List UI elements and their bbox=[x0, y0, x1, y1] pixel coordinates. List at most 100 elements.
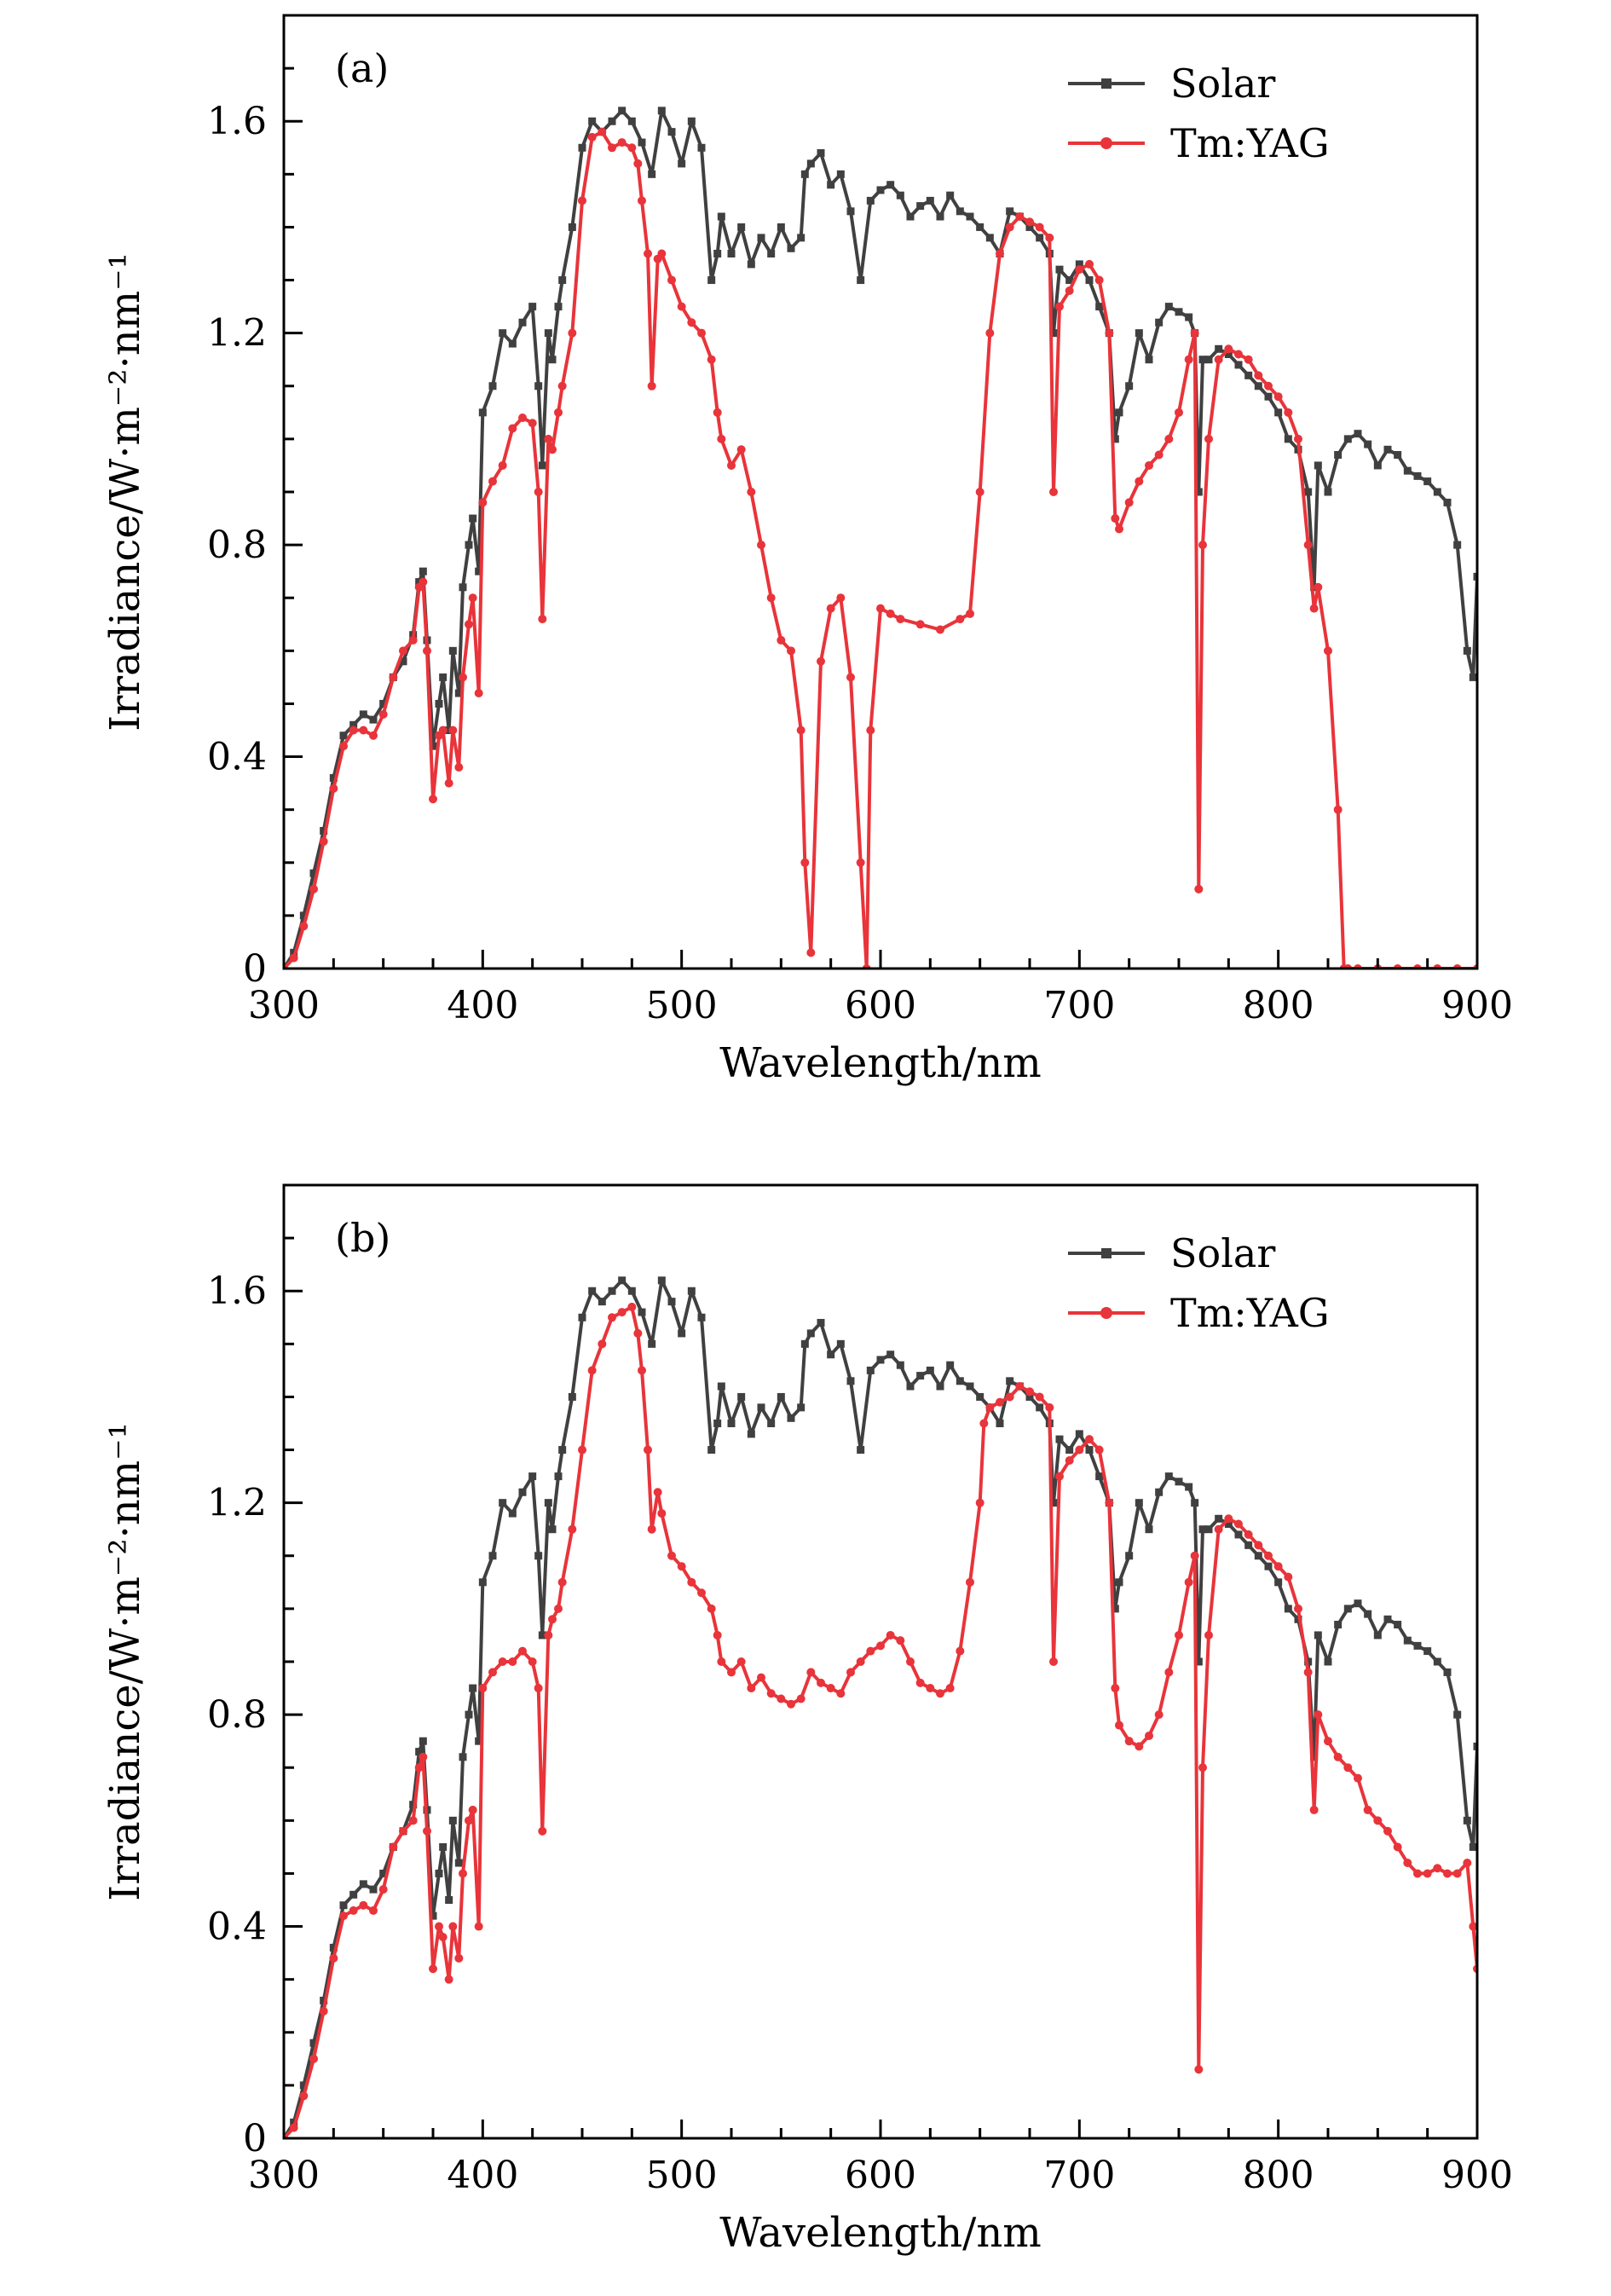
data-point bbox=[558, 276, 567, 285]
data-point bbox=[1190, 328, 1199, 338]
data-point bbox=[1215, 1514, 1223, 1523]
data-point bbox=[1469, 1842, 1477, 1851]
data-point bbox=[468, 1805, 477, 1814]
data-point bbox=[448, 1816, 457, 1825]
data-point bbox=[518, 1488, 527, 1496]
data-point bbox=[568, 1524, 577, 1534]
data-point bbox=[429, 1911, 437, 1920]
data-point bbox=[1274, 1578, 1283, 1587]
data-point bbox=[638, 138, 646, 147]
data-point bbox=[379, 699, 388, 708]
data-point bbox=[976, 1392, 984, 1401]
data-point bbox=[996, 1420, 1004, 1427]
data-point bbox=[399, 657, 407, 666]
data-point bbox=[1184, 355, 1193, 364]
series-line bbox=[284, 130, 1477, 969]
y-tick-label: 1.2 bbox=[207, 312, 267, 356]
data-point bbox=[886, 1630, 895, 1640]
data-point bbox=[578, 1313, 586, 1322]
data-point bbox=[1075, 1430, 1083, 1438]
data-point bbox=[896, 1361, 904, 1369]
data-point bbox=[846, 207, 855, 216]
data-point bbox=[1294, 434, 1302, 443]
data-point bbox=[1274, 408, 1283, 417]
data-point bbox=[1254, 382, 1262, 390]
y-tick-label: 0.4 bbox=[207, 1906, 267, 1949]
data-point bbox=[1364, 440, 1372, 448]
data-point bbox=[926, 196, 934, 205]
data-point bbox=[488, 1552, 497, 1560]
data-point bbox=[419, 567, 427, 575]
data-point bbox=[915, 620, 925, 629]
data-point bbox=[747, 488, 756, 496]
data-point bbox=[713, 1630, 722, 1640]
data-point bbox=[1055, 265, 1064, 274]
data-point bbox=[1215, 344, 1223, 353]
data-point bbox=[469, 514, 477, 523]
data-point bbox=[836, 1689, 846, 1698]
data-point bbox=[777, 1694, 786, 1703]
data-point bbox=[1354, 1599, 1362, 1608]
data-point bbox=[1284, 1605, 1292, 1613]
data-point bbox=[1055, 302, 1064, 311]
data-point bbox=[1324, 1737, 1332, 1746]
data-point bbox=[1284, 435, 1292, 443]
data-point bbox=[1198, 1525, 1207, 1534]
data-point bbox=[339, 732, 348, 740]
data-point bbox=[1191, 1499, 1199, 1507]
data-point bbox=[1273, 392, 1283, 402]
data-point bbox=[498, 460, 507, 470]
data-point bbox=[1244, 1541, 1253, 1549]
data-point bbox=[966, 1382, 974, 1391]
data-point bbox=[1105, 1498, 1114, 1507]
data-point bbox=[349, 726, 358, 735]
data-point bbox=[1284, 408, 1293, 417]
y-tick-label: 1.6 bbox=[207, 1269, 267, 1313]
data-point bbox=[657, 1276, 666, 1285]
data-point bbox=[1055, 1472, 1064, 1481]
data-point bbox=[1135, 329, 1143, 338]
data-point bbox=[836, 593, 846, 603]
data-point bbox=[767, 250, 776, 257]
data-point bbox=[1393, 1842, 1402, 1852]
data-point bbox=[339, 1911, 348, 1921]
data-point bbox=[1124, 498, 1134, 507]
data-point bbox=[478, 1684, 488, 1693]
data-point bbox=[528, 1657, 537, 1666]
data-point bbox=[1453, 1710, 1462, 1719]
series-line bbox=[284, 1304, 1477, 2138]
legend: Solar Tm:YAG bbox=[1068, 1230, 1330, 1336]
data-point bbox=[608, 143, 616, 153]
data-point bbox=[554, 1472, 563, 1481]
data-point bbox=[737, 1392, 746, 1401]
data-point bbox=[1314, 1710, 1323, 1720]
data-point bbox=[1383, 445, 1392, 454]
data-point bbox=[806, 159, 815, 168]
data-point bbox=[856, 1657, 865, 1666]
data-point bbox=[638, 196, 646, 205]
data-point bbox=[985, 234, 994, 242]
data-point bbox=[534, 1552, 543, 1560]
data-point bbox=[1025, 1392, 1034, 1401]
data-point bbox=[713, 1420, 722, 1427]
data-point bbox=[627, 143, 637, 153]
data-point bbox=[1324, 1657, 1332, 1666]
data-point bbox=[598, 127, 607, 136]
x-tick-label: 400 bbox=[447, 2154, 518, 2197]
data-point bbox=[787, 646, 795, 656]
data-point bbox=[1049, 329, 1058, 338]
data-point bbox=[1224, 350, 1233, 359]
data-point bbox=[1224, 1520, 1233, 1529]
x-tick-label: 800 bbox=[1243, 2154, 1314, 2197]
data-point bbox=[1363, 1805, 1372, 1814]
data-point bbox=[975, 488, 984, 496]
data-point bbox=[856, 858, 865, 867]
x-axis-label: Wavelength/nm bbox=[719, 1039, 1042, 1087]
data-point bbox=[647, 381, 656, 390]
data-point bbox=[1125, 1552, 1134, 1560]
panel-a: 300 400 500 600 700 800 900 0 0.4 0.8 1.2 1.6 Wavele… bbox=[101, 14, 1513, 1087]
data-point bbox=[518, 414, 527, 423]
data-point bbox=[548, 445, 557, 454]
data-point bbox=[800, 858, 810, 867]
data-point bbox=[1135, 477, 1144, 486]
